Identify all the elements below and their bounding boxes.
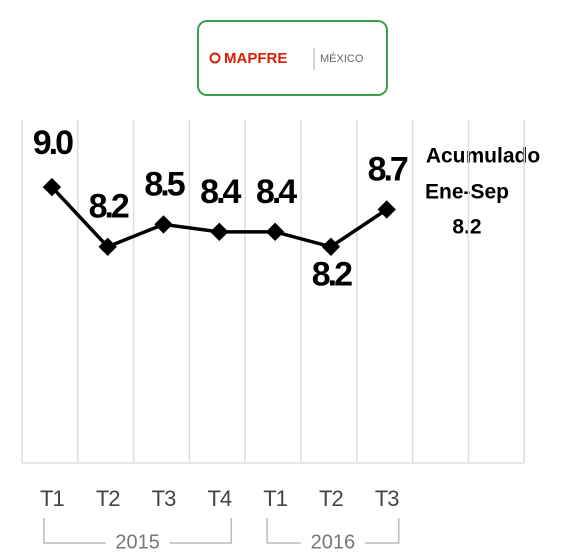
value-label: 8.2 xyxy=(89,188,129,226)
x-tick-label: T3 xyxy=(375,486,399,511)
x-tick-label: T4 xyxy=(207,486,231,511)
value-label: 8.5 xyxy=(144,165,184,203)
value-label: 9.0 xyxy=(33,124,73,162)
value-label: 8.4 xyxy=(256,173,297,211)
x-tick-label: T2 xyxy=(96,486,120,511)
value-label: 8.2 xyxy=(312,256,352,294)
value-label: 8.4 xyxy=(200,173,241,211)
annotation-value: 8.2 xyxy=(452,216,481,239)
marker xyxy=(154,215,173,234)
annotation-title: Acumulado xyxy=(426,145,540,168)
annotation-period: Ene-Sep xyxy=(425,181,509,204)
x-tick-label: T1 xyxy=(40,486,64,511)
x-tick-label: T1 xyxy=(263,486,287,511)
group-label: 2016 xyxy=(311,531,356,553)
logo-brand: MAPFRE xyxy=(224,50,287,67)
x-tick-label: T3 xyxy=(152,486,176,511)
logo-region: MÉXICO xyxy=(320,52,364,65)
group-label: 2015 xyxy=(115,531,160,553)
x-tick-label: T2 xyxy=(319,486,343,511)
marker xyxy=(210,222,229,242)
logo-frame xyxy=(197,20,388,96)
logo-icon xyxy=(209,52,221,64)
marker xyxy=(98,237,117,256)
marker xyxy=(42,177,62,197)
value-label: 8.7 xyxy=(368,150,408,188)
group-bracket xyxy=(266,518,400,544)
marker xyxy=(321,237,341,256)
marker xyxy=(377,200,396,219)
group-bracket xyxy=(43,518,233,544)
marker xyxy=(265,222,285,242)
